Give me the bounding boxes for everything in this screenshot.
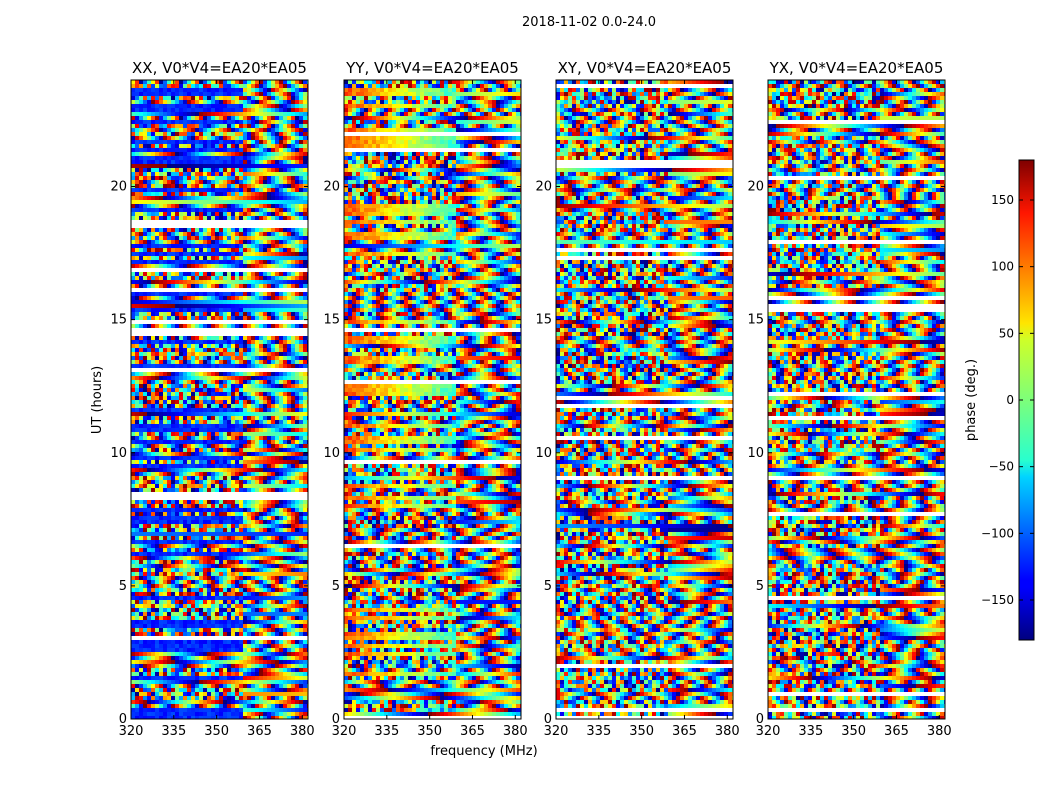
x-tick-label: 335 (586, 724, 611, 739)
colorbar: −150 −100 −50 0 50 100 150 phase (deg.) (964, 159, 1035, 641)
x-tick-label: 320 (756, 724, 781, 739)
panel-title: YX, V0*V4=EA20*EA05 (769, 59, 944, 77)
y-tick-label: 0 (119, 712, 127, 727)
colorbar-tick-label: 0 (1006, 393, 1014, 407)
panel-4: YX, V0*V4=EA20*EA05 320 335 350 365 380 0 5 10 15… (747, 59, 951, 739)
x-tick-label: 365 (884, 724, 909, 739)
x-tick-label: 320 (332, 724, 357, 739)
panel-3: XY, V0*V4=EA20*EA05 320 335 350 365 380 0 5 10 15… (535, 59, 739, 739)
x-axis-label: frequency (MHz) (430, 744, 537, 759)
x-tick-label: 365 (460, 724, 485, 739)
panel-title: XX, V0*V4=EA20*EA05 (132, 59, 307, 77)
panel-frame (130, 79, 309, 720)
x-tick-label: 365 (247, 724, 272, 739)
y-tick-label: 15 (323, 313, 340, 328)
colorbar-label: phase (deg.) (964, 359, 979, 441)
x-tick-label: 380 (715, 724, 740, 739)
colorbar-ticks: −150 −100 −50 0 50 100 150 (981, 193, 1034, 607)
panel-title: YY, V0*V4=EA20*EA05 (345, 59, 519, 77)
x-tick-label: 320 (119, 724, 144, 739)
x-tick-label: 350 (204, 724, 229, 739)
x-tick-label: 320 (544, 724, 569, 739)
x-tick-label: 380 (290, 724, 315, 739)
y-tick-label: 5 (756, 579, 764, 594)
y-tick-label: 10 (747, 446, 764, 461)
colorbar-tick-label: 50 (999, 326, 1014, 340)
x-tick-label: 350 (841, 724, 866, 739)
x-tick-label: 350 (629, 724, 654, 739)
colorbar-tick-label: 100 (991, 260, 1014, 274)
y-tick-label: 20 (323, 180, 340, 195)
y-tick-label: 0 (332, 712, 340, 727)
phase-image (344, 80, 521, 719)
colorbar-tick-label: −50 (989, 460, 1014, 474)
figure-suptitle: 2018-11-02 0.0-24.0 (522, 15, 656, 30)
x-tick-label: 380 (927, 724, 952, 739)
panel-1: XX, V0*V4=EA20*EA05 320 335 350 365 380 0 5 10 15… (110, 59, 314, 739)
y-tick-label: 0 (544, 712, 552, 727)
panel-title: XY, V0*V4=EA20*EA05 (558, 59, 732, 77)
panel-frame (555, 79, 734, 720)
x-tick-label: 350 (417, 724, 442, 739)
y-tick-label: 20 (535, 180, 552, 195)
colorbar-tick-label: −150 (981, 593, 1014, 607)
panel-frame (343, 79, 522, 720)
y-tick-label: 10 (323, 446, 340, 461)
y-tick-label: 20 (747, 180, 764, 195)
panel-2: YY, V0*V4=EA20*EA05 320 335 350 365 380 0 5 10 15… (323, 59, 527, 739)
y-tick-label: 0 (756, 712, 764, 727)
panel-frame (767, 79, 946, 720)
colorbar-tick-label: 150 (991, 193, 1014, 207)
phase-image (768, 80, 945, 719)
y-tick-label: 5 (332, 579, 340, 594)
y-tick-label: 15 (747, 313, 764, 328)
x-tick-label: 365 (672, 724, 697, 739)
panels: XX, V0*V4=EA20*EA05 320 335 350 365 380 0 5 10 15… (110, 59, 951, 739)
x-tick-label: 335 (798, 724, 823, 739)
y-tick-label: 5 (544, 579, 552, 594)
y-tick-label: 15 (535, 313, 552, 328)
y-tick-label: 5 (119, 579, 127, 594)
y-axis-label: UT (hours) (90, 366, 105, 434)
y-tick-label: 15 (110, 313, 127, 328)
x-tick-label: 335 (374, 724, 399, 739)
phase-image (131, 80, 308, 719)
phase-image (556, 80, 733, 719)
y-tick-label: 10 (110, 446, 127, 461)
colorbar-tick-label: −100 (981, 526, 1014, 540)
y-tick-label: 20 (110, 180, 127, 195)
x-tick-label: 335 (161, 724, 186, 739)
x-tick-label: 380 (503, 724, 528, 739)
y-tick-label: 10 (535, 446, 552, 461)
